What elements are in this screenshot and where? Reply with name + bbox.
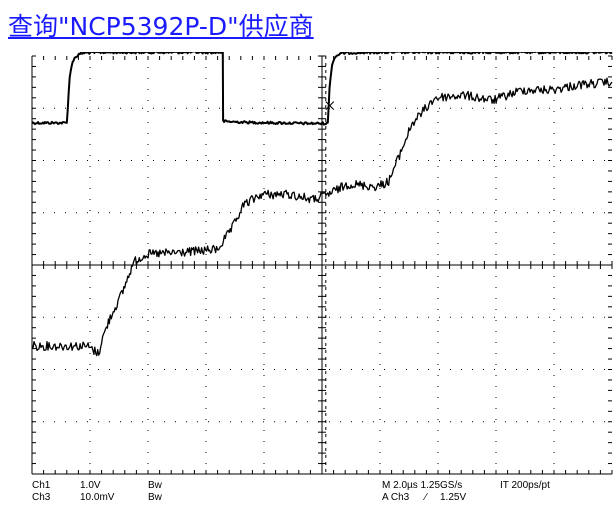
ch1-readout-bw: Bw — [148, 480, 162, 491]
page-title-link[interactable]: 查询"NCP5392P-D"供应商 — [8, 12, 314, 41]
ch3-readout-bw: Bw — [148, 492, 162, 503]
trigger-slope-icon: ⁄ — [425, 492, 427, 503]
trace-ch1 — [31, 52, 613, 126]
trigger-level-readout: 1.25V — [440, 492, 467, 503]
trigger-cross-b — [325, 101, 335, 110]
timebase-readout: M 2.0µs 1.25GS/s — [382, 480, 463, 491]
ch3-readout-scale: 10.0mV — [80, 492, 115, 503]
graticule — [31, 55, 613, 475]
ch1-readout-name: Ch1 — [32, 480, 51, 491]
ch1-readout-scale: 1.0V — [80, 480, 101, 491]
trigger-source-readout: A Ch3 — [382, 492, 410, 503]
oscilloscope-chart — [0, 52, 616, 482]
record-readout: IT 200ps/pt — [500, 480, 550, 491]
plot-background — [0, 52, 616, 482]
trace-ch3 — [31, 77, 613, 357]
traces — [31, 52, 613, 357]
trigger-cross — [325, 101, 335, 110]
ch3-readout-name: Ch3 — [32, 492, 51, 503]
